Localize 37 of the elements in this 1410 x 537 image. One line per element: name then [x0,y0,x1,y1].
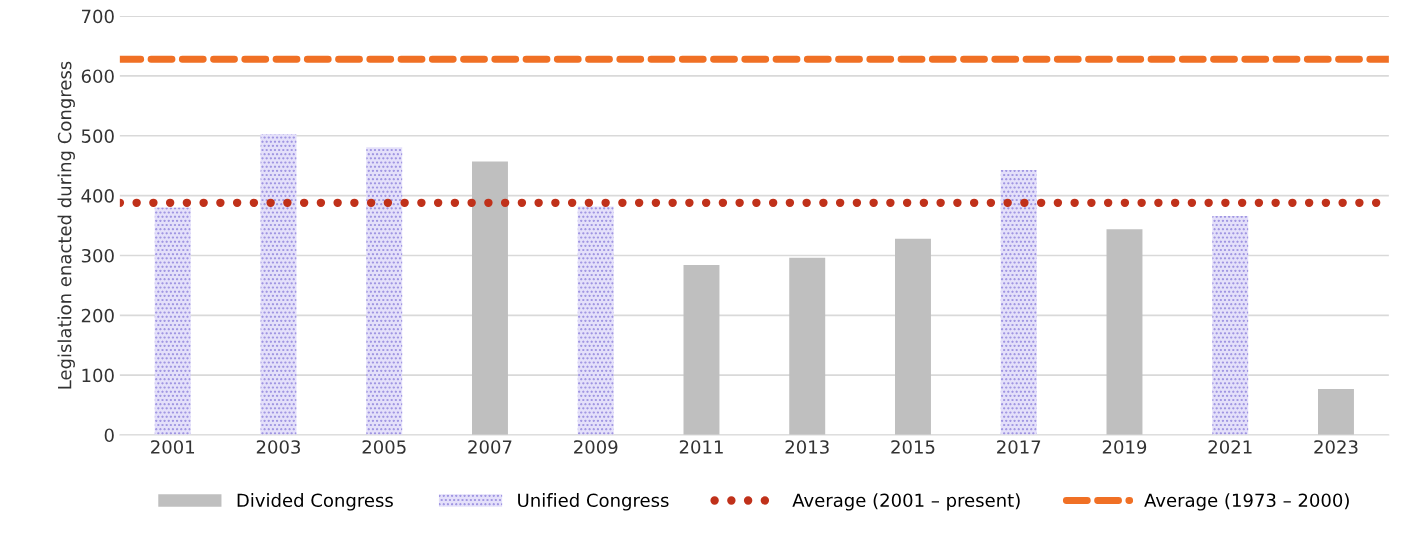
x-tick-label: 2019 [1102,440,1147,454]
x-tick-label: 2007 [468,440,512,454]
y-tick-label: 0 [104,428,114,443]
x-tick-label: 2003 [256,440,300,454]
x-tick-label: 2017 [997,440,1041,454]
x-tick-label: 2005 [362,440,406,454]
bar [577,206,614,435]
bar [366,147,403,435]
legend-label: Divided Congress [237,493,393,511]
bar [789,257,826,435]
bar [895,238,931,435]
x-tick-label: 2015 [891,440,935,454]
x-tick-label: 2013 [785,440,829,454]
y-tick-label: 600 [81,69,114,84]
x-tick-label: 2001 [151,440,195,454]
legend-label: Unified Congress [518,493,669,511]
y-tick-label: 700 [82,9,114,24]
y-tick-label: 200 [81,308,114,323]
bar [683,265,720,435]
y-tick-label: 300 [81,248,114,263]
bar [1000,169,1037,435]
x-tick-label: 2011 [679,440,723,454]
bar [472,161,508,435]
x-tick-label: 2021 [1208,440,1252,454]
y-tick-label: 500 [81,129,114,143]
x-tick-label: 2009 [574,440,618,454]
y-tick-label: 400 [81,189,114,203]
bar [260,133,297,435]
bar [154,207,191,435]
bar [1212,215,1249,435]
bar [1106,229,1143,435]
x-tick-label: 2023 [1314,440,1358,454]
bar [1318,388,1354,435]
legend-label: Average (1973 – 2000) [1144,493,1349,511]
y-axis-title: Legislation enacted during Congress [57,61,75,389]
legend-label: Average (2001 – present) [792,493,1020,511]
y-tick-label: 100 [82,368,114,383]
